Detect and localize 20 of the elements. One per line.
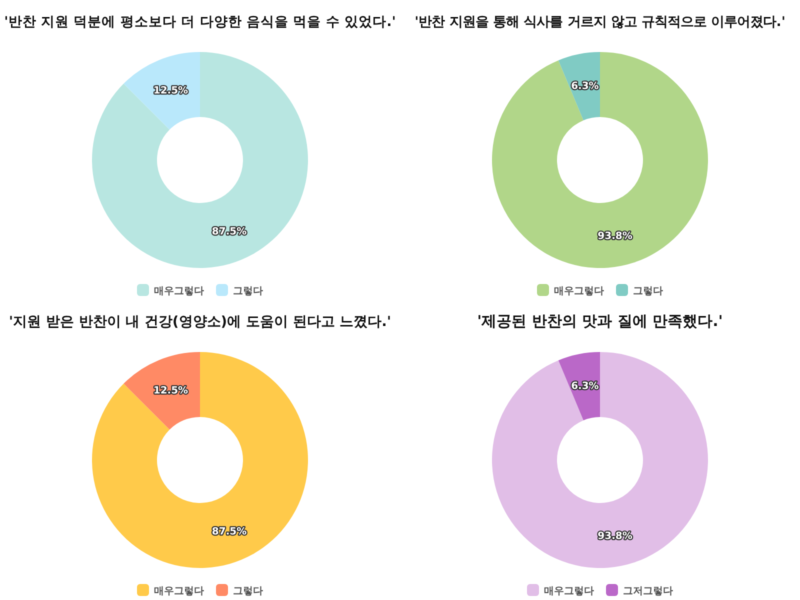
legend-label: 그렇다	[233, 286, 263, 297]
legend-label: 매우그렇다	[154, 286, 204, 297]
chart-title: '제공된 반찬의 맛과 질에 만족했다.'	[477, 312, 723, 330]
legend-label: 매우그렇다	[154, 586, 204, 597]
legend-label: 매우그렇다	[544, 586, 594, 597]
legend-label: 그렇다	[633, 286, 663, 297]
chart-title: '반찬 지원 덕분에 평소보다 더 다양한 음식을 먹을 수 있었다.'	[4, 14, 396, 30]
legend-label: 매우그렇다	[554, 286, 604, 297]
legend-label: 그렇다	[233, 586, 263, 597]
data-label: 93.8%	[598, 231, 632, 242]
data-label: 93.8%	[598, 531, 632, 542]
chart-title: '반찬 지원을 통해 식사를 거르지 않고 규칙적으로 이루어졌다.'	[414, 15, 786, 30]
chart-title: '지원 받은 반찬이 내 건강(영양소)에 도움이 된다고 느꼈다.'	[8, 314, 392, 330]
data-label: 87.5%	[212, 226, 247, 238]
data-label: 6.3%	[571, 80, 599, 92]
data-label: 87.5%	[212, 526, 247, 538]
legend-label: 그저그렇다	[623, 586, 673, 597]
data-label: 12.5%	[153, 385, 188, 396]
data-label: 12.5%	[153, 85, 188, 96]
data-label: 6.3%	[571, 380, 599, 392]
